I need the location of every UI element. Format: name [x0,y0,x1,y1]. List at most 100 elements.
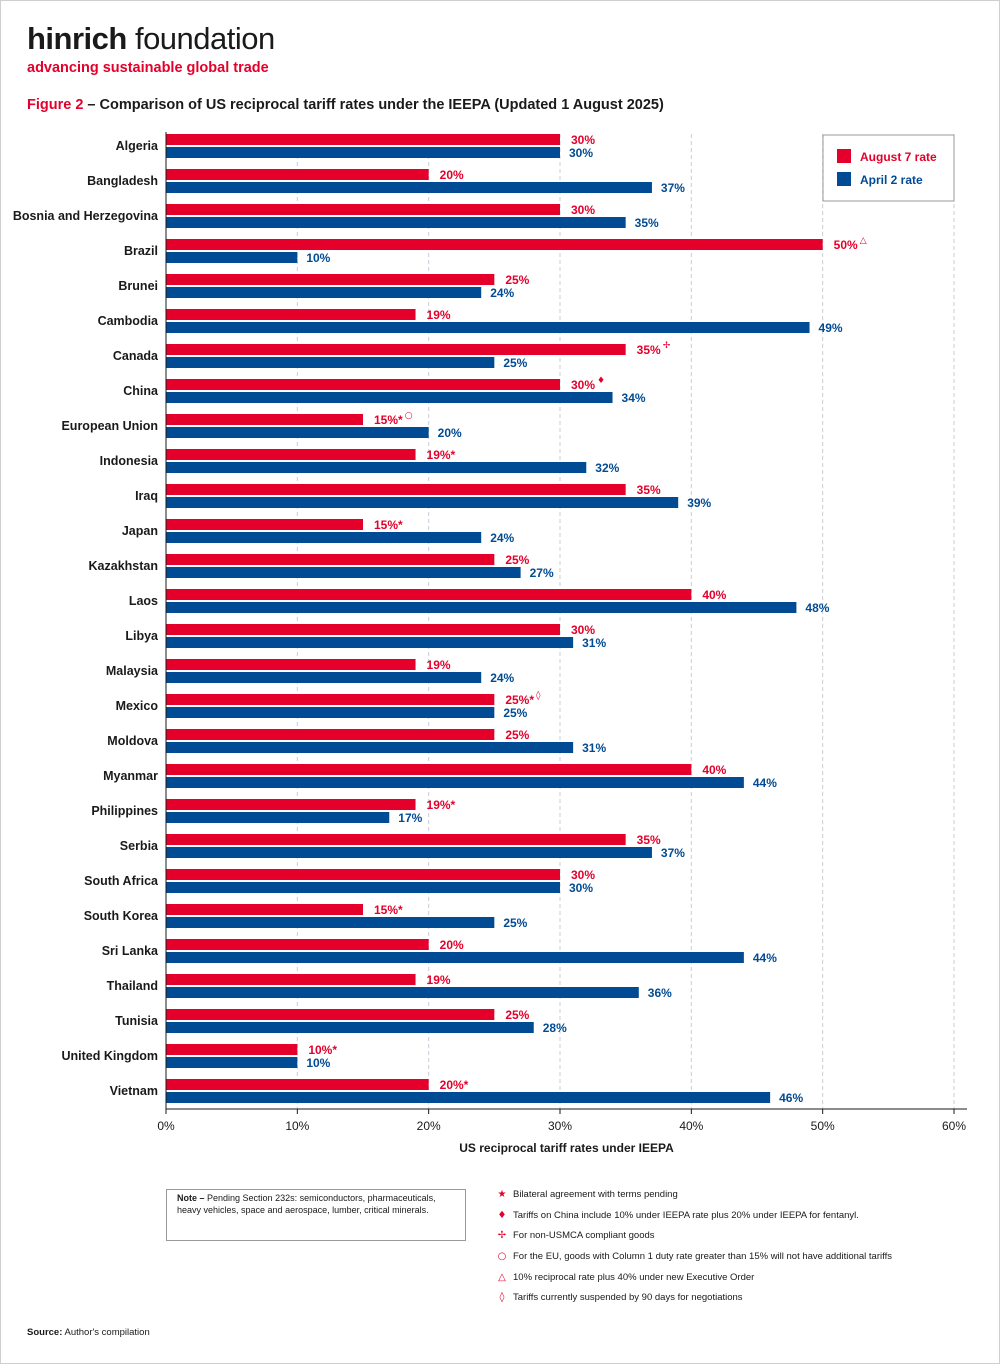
figure-title-text: – Comparison of US reciprocal tariff rat… [83,97,664,113]
bar-april [166,847,652,858]
bar-label-august: 35% [637,343,661,357]
category-label: Malaysia [106,664,159,678]
x-tick-label: 10% [285,1119,309,1133]
bar-label-august: 19%* [427,798,456,812]
legend-label-august: August 7 rate [860,150,937,164]
bar-august [166,554,495,565]
bar-label-august: 25% [505,1008,529,1022]
bar-label-april: 25% [503,706,527,720]
bar-august [166,694,495,705]
bar-label-august: 30% [571,378,595,392]
bar-april [166,287,482,298]
x-tick-label: 30% [548,1119,572,1133]
bar-august [166,1079,429,1090]
bar-label-april: 24% [490,286,514,300]
bar-april [166,462,587,473]
bar-label-april: 44% [753,776,777,790]
bar-august [166,1009,495,1020]
brand-tagline: advancing sustainable global trade [27,60,269,76]
bar-label-april: 30% [569,881,593,895]
legend-label-april: April 2 rate [860,173,923,187]
category-label: Brazil [124,244,158,258]
bar-august [166,659,416,670]
bar-april [166,217,626,228]
bar-april [166,777,744,788]
tariff-bar-chart: Algeria 30%30%Bangladesh 20%37%Bosnia and … [13,132,967,1155]
bar-april [166,252,298,263]
bar-august [166,939,429,950]
bar-label-april: 27% [530,566,554,580]
bar-label-august: 15%* [374,518,403,532]
bar-label-august: 15%* [374,903,403,917]
category-label: South Africa [84,874,159,888]
category-label: Indonesia [100,454,159,468]
bar-label-april: 44% [753,951,777,965]
bar-label-august: 19% [427,973,451,987]
bar-label-april: 17% [398,811,422,825]
bar-august [166,414,363,425]
footnote-marker: ♦ [597,376,605,386]
diamond-filled-icon: ♦ [497,1209,507,1221]
bar-april [166,987,639,998]
category-label: China [123,384,159,398]
bar-label-april: 39% [687,496,711,510]
figure-title: Figure 2 – Comparison of US reciprocal t… [27,97,664,113]
category-label: United Kingdom [61,1049,158,1063]
x-tick-label: 0% [157,1119,175,1133]
bar-label-august: 20% [440,168,464,182]
bar-august [166,309,416,320]
bar-april [166,392,613,403]
category-label: Philippines [91,804,158,818]
bar-august [166,589,692,600]
category-label: South Korea [84,909,159,923]
circle-icon: ○ [497,1251,507,1263]
footnote-text: 10% reciprocal rate plus 40% under new E… [513,1271,755,1283]
category-label: Tunisia [115,1014,159,1028]
brand-logo: hinrich foundation [27,19,275,59]
bar-august [166,799,416,810]
bar-august [166,274,495,285]
bar-label-april: 10% [306,1056,330,1070]
footnote-text: Tariffs on China include 10% under IEEPA… [513,1209,859,1221]
brand-header: hinrich foundation advancing sustainable… [27,19,275,77]
bar-label-april: 28% [543,1021,567,1035]
figure-number: Figure 2 [27,97,84,113]
bar-august [166,239,823,250]
bar-april [166,567,521,578]
x-tick-label: 40% [679,1119,703,1133]
bar-label-april: 24% [490,671,514,685]
bar-april [166,672,482,683]
bar-label-august: 30% [571,203,595,217]
footnote-text: Tariffs currently suspended by 90 days f… [513,1292,743,1304]
triangle-icon: △ [498,1271,506,1283]
category-label: Kazakhstan [89,559,158,573]
bar-august [166,519,363,530]
bar-label-april: 49% [819,321,843,335]
category-label: Japan [122,524,158,538]
category-label: Vietnam [110,1084,158,1098]
bar-april [166,812,390,823]
footnote-marker: ◊ [536,690,541,701]
footnote-text: For the EU, goods with Column 1 duty rat… [513,1251,892,1263]
bar-label-august: 30% [571,868,595,882]
source-line: Source: Author's compilation [27,1327,150,1338]
footnote-text: For non-USMCA compliant goods [513,1230,655,1242]
category-label: Algeria [116,139,159,153]
note-text: Pending Section 232s: semiconductors, ph… [177,1193,436,1215]
bar-label-april: 36% [648,986,672,1000]
legend-swatch-august [837,149,851,163]
bar-august [166,484,626,495]
x-tick-label: 20% [417,1119,441,1133]
bar-label-august: 40% [702,588,726,602]
category-label: Bosnia and Herzegovina [13,209,159,223]
bar-april [166,532,482,543]
bar-april [166,1092,771,1103]
category-label: Moldova [107,734,159,748]
bar-label-april: 10% [306,251,330,265]
x-tick-label: 60% [942,1119,966,1133]
bar-label-april: 48% [805,601,829,615]
bar-april [166,707,495,718]
bar-label-august: 30% [571,133,595,147]
category-label: Iraq [135,489,158,503]
